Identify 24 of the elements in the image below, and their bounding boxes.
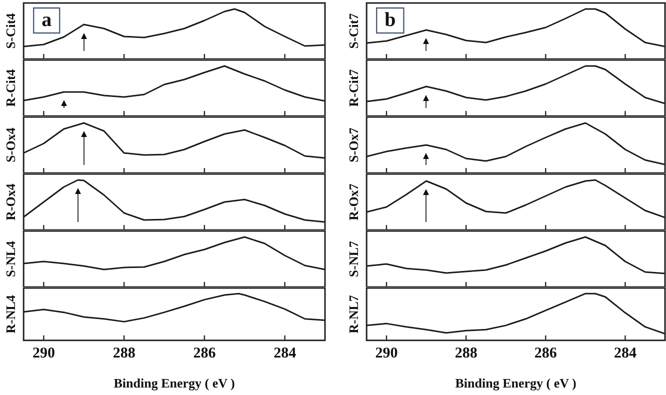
y-axis-title: S-Cit4 [3, 12, 18, 49]
y-axis-title: R-Ox4 [3, 183, 18, 220]
x-tick-label: 284 [274, 345, 297, 362]
y-axis-title: S-Ox4 [3, 127, 18, 162]
y-axis-title: R-NL4 [3, 294, 18, 334]
y-axis-title: S-NL4 [3, 240, 18, 278]
y-axis-title: S-Ox7 [346, 127, 362, 162]
x-tick-label: 290 [32, 345, 55, 362]
x-tick-label: 286 [534, 345, 558, 362]
x-tick-label: 288 [454, 345, 478, 362]
x-tick-label: 284 [614, 345, 637, 362]
x-tick-label: 290 [375, 345, 398, 362]
x-tick-label: 288 [112, 345, 136, 362]
y-axis-title: R-Ox7 [346, 183, 362, 220]
annotation: a [42, 9, 52, 32]
y-axis-title: R-Cit4 [3, 68, 18, 107]
x-axis-title: Binding Energy ( eV ) [455, 376, 576, 391]
annotation: b [384, 9, 396, 32]
y-axis-title: R-Cit7 [346, 68, 362, 107]
y-axis-title: S-Cit7 [346, 12, 362, 49]
y-axis-title: S-NL7 [346, 240, 362, 278]
y-axis-title: R-NL7 [346, 294, 362, 334]
x-tick-label: 286 [193, 345, 216, 362]
x-axis-title: Binding Energy ( eV ) [114, 376, 235, 391]
